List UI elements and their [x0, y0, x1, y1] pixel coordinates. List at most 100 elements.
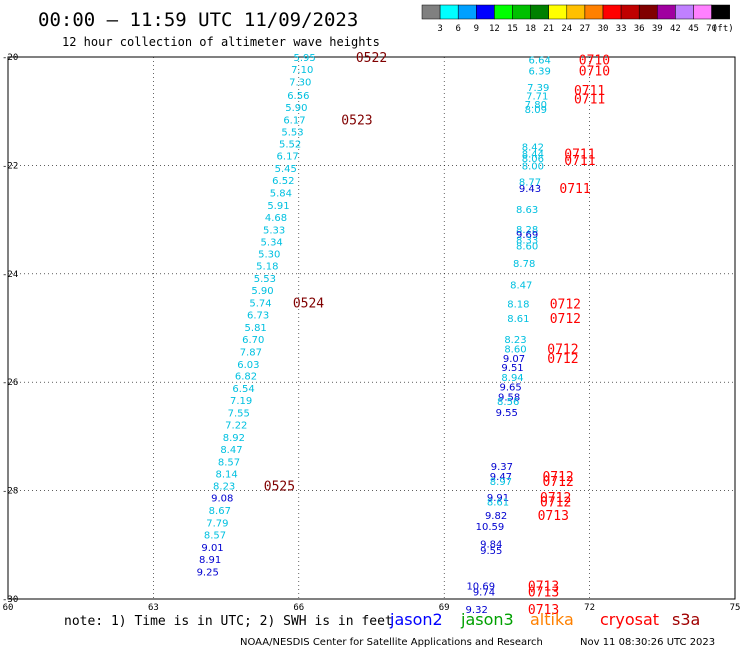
- wave-height-label: 8.23: [504, 335, 526, 346]
- satellite-name: s3a: [672, 610, 700, 629]
- wave-height-label: 9.25: [197, 567, 219, 578]
- x-tick-label: 69: [439, 603, 450, 613]
- wave-height-label: 9.47: [490, 472, 512, 483]
- pass-time-label: 0712: [550, 312, 581, 327]
- wave-height-label: 8.28: [516, 225, 538, 236]
- y-axis-ticks: -20 -22 -24 -26 -28 -30: [2, 53, 18, 605]
- wave-height-label: 6.39: [529, 67, 551, 78]
- wave-height-label: 9.65: [499, 383, 521, 394]
- colorbar-swatch: [657, 4, 676, 20]
- data-points: 5.957.107.306.565.906.175.535.526.175.45…: [197, 53, 551, 616]
- pass-time-label: 0712: [542, 470, 573, 485]
- wave-height-label: 8.57: [204, 531, 226, 542]
- wave-height-label: 8.42: [522, 142, 544, 153]
- colorbar-label: 3: [437, 24, 442, 34]
- wave-height-label: 9.43: [519, 184, 541, 195]
- time-labels: 0522052305240525071007100711071107110711…: [264, 51, 610, 618]
- colorbar-swatch: [548, 4, 568, 20]
- pass-time-label: 0713: [528, 603, 559, 618]
- wave-height-label: 7.10: [291, 65, 313, 76]
- pass-time-label: 0713: [528, 579, 559, 594]
- wave-height-label: 6.17: [283, 115, 305, 126]
- pass-time-label: 0712: [547, 343, 578, 358]
- wave-height-label: 5.53: [281, 127, 303, 138]
- wave-height-label: 8.06: [522, 154, 544, 165]
- y-tick-label: -20: [2, 53, 18, 63]
- wave-height-label: 8.60: [504, 345, 526, 356]
- colorbar-label: 12: [489, 24, 500, 34]
- pass-time-label: 0711: [564, 147, 595, 162]
- colorbar-swatch: [638, 4, 658, 20]
- y-tick-label: -22: [2, 161, 18, 171]
- pass-time-label: 0711: [559, 182, 590, 197]
- footer-credit: NOAA/NESDIS Center for Satellite Applica…: [240, 637, 543, 648]
- colorbar-label: 70: [706, 24, 717, 34]
- wave-height-label: 9.01: [201, 543, 223, 554]
- colorbar-label: 39: [652, 24, 663, 34]
- pass-time-label: 0524: [293, 297, 324, 312]
- pass-time-label: 0712: [542, 475, 573, 490]
- wave-height-label: 5.84: [270, 189, 292, 200]
- wave-height-label: 8.44: [522, 149, 544, 160]
- wave-height-label: 4.68: [265, 213, 287, 224]
- wave-height-label: 7.71: [526, 91, 548, 102]
- pass-time-label: 0712: [547, 352, 578, 367]
- y-tick-label: -30: [2, 595, 18, 605]
- wave-height-label: 6.03: [237, 360, 259, 371]
- wave-height-label: 8.23: [213, 482, 235, 493]
- chart-title: 00:00 – 11:59 UTC 11/09/2023: [38, 9, 358, 31]
- wave-height-label: 6.73: [247, 310, 269, 321]
- wave-height-label: 8.78: [513, 259, 535, 270]
- wave-height-label: 8.63: [516, 205, 538, 216]
- colorbar-legend: 3 6 9 12 15 18 21 24 27 30 33 36 39 42 45 70: [421, 4, 730, 34]
- wave-height-label: 9.84: [480, 540, 502, 551]
- wave-height-label: 7.80: [525, 100, 547, 111]
- pass-time-label: 0711: [574, 84, 605, 99]
- satellite-name: altika: [530, 610, 574, 629]
- y-tick-label: -24: [2, 270, 18, 280]
- wave-height-label: 8.14: [215, 469, 237, 480]
- satellite-name: jason2: [389, 610, 443, 629]
- satellite-name: jason3: [460, 610, 514, 629]
- wave-height-label: 5.30: [258, 250, 280, 261]
- wave-height-label: 9.74: [473, 587, 495, 598]
- wave-height-label: 7.79: [206, 519, 228, 530]
- wave-height-label: 9.07: [503, 354, 525, 365]
- wave-height-label: 9.91: [487, 493, 509, 504]
- x-tick-label: 66: [293, 603, 304, 613]
- pass-time-label: 0710: [579, 54, 610, 69]
- footer-timestamp: Nov 11 08:30:26 UTC 2023: [580, 637, 715, 648]
- wave-height-label: 9.58: [498, 392, 520, 403]
- wave-height-label: 6.56: [287, 91, 309, 102]
- footer-note: note: 1) Time is in UTC; 2) SWH is in fe…: [64, 614, 393, 629]
- wave-height-label: 6.82: [235, 372, 257, 383]
- colorbar-swatch: [584, 4, 604, 20]
- colorbar-swatch: [530, 4, 549, 20]
- wave-height-label: 8.56: [497, 397, 519, 408]
- wave-height-label: 8.33: [516, 236, 538, 247]
- wave-height-label: 8.09: [525, 105, 547, 116]
- colorbar-label: 27: [579, 24, 590, 34]
- wave-height-label: 5.91: [267, 201, 289, 212]
- colorbar-unit: (ft): [712, 24, 734, 34]
- x-axis-ticks: 60 63 66 69 72 75: [3, 603, 740, 613]
- colorbar-label: 33: [616, 24, 627, 34]
- wave-height-label: 5.52: [279, 140, 301, 151]
- wave-height-label: 8.57: [218, 457, 240, 468]
- colorbar-swatch: [494, 4, 513, 20]
- wave-height-label: 9.55: [496, 408, 518, 419]
- pass-time-label: 0713: [528, 585, 559, 600]
- colorbar-swatch: [457, 4, 477, 20]
- colorbar-swatch: [439, 4, 459, 20]
- wave-height-label: 6.54: [232, 384, 254, 395]
- wave-height-label: 7.55: [228, 409, 250, 420]
- colorbar-swatch: [602, 4, 622, 20]
- wave-height-label: 8.18: [507, 300, 529, 311]
- wave-height-label: 9.08: [211, 494, 233, 505]
- wave-height-label: 9.69: [516, 230, 538, 241]
- wave-height-label: 7.87: [240, 347, 262, 358]
- wave-height-label: 8.47: [220, 445, 242, 456]
- colorbar-swatch: [675, 4, 694, 20]
- pass-time-label: 0713: [538, 509, 569, 524]
